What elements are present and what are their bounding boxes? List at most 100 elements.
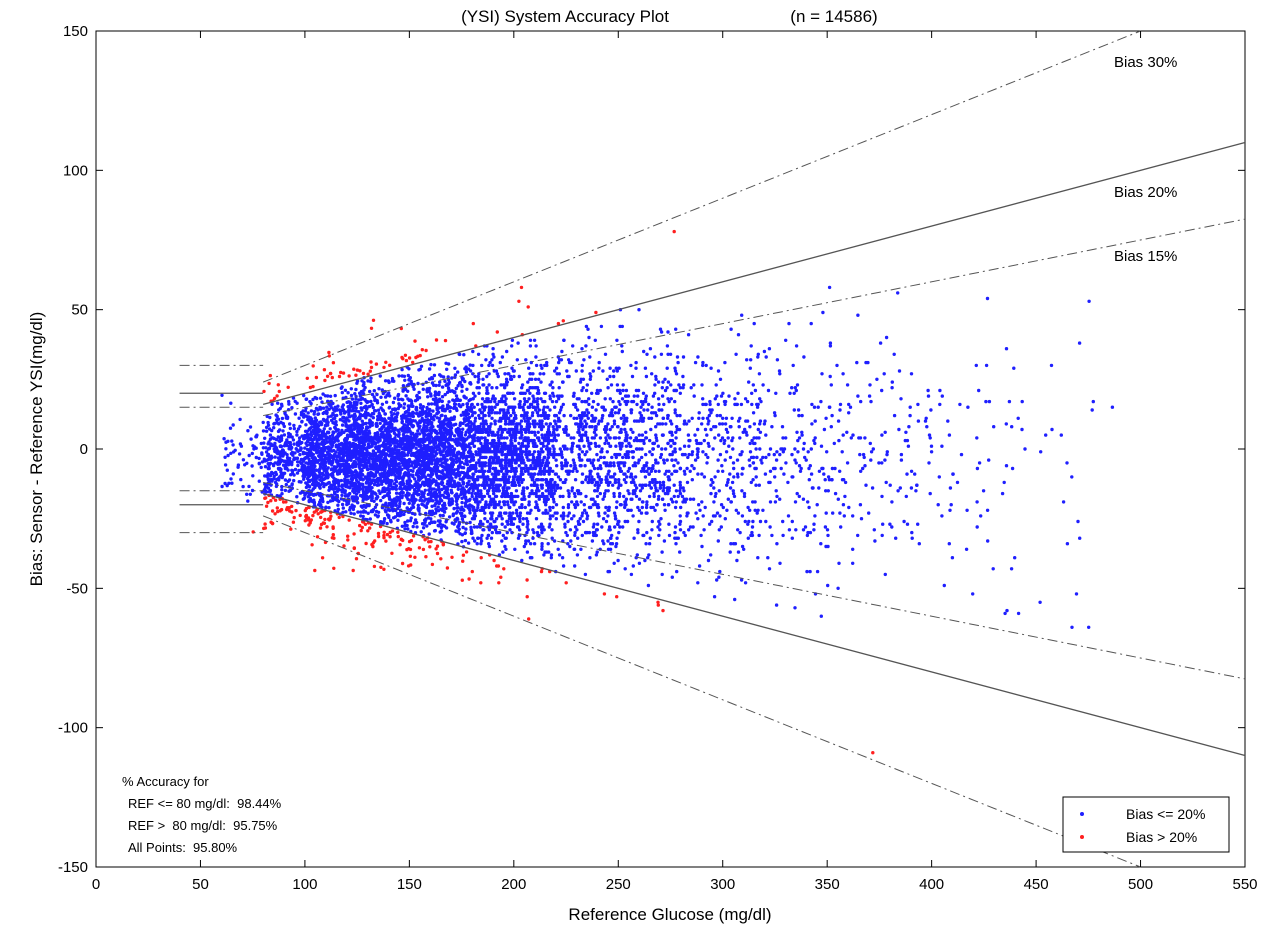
- point-1995: [368, 526, 372, 530]
- point-2236: [383, 467, 387, 472]
- point-1189: [336, 471, 340, 475]
- point-1136: [308, 385, 313, 390]
- point-2499: [417, 390, 421, 395]
- point-1211: [314, 474, 318, 478]
- point-1233: [304, 397, 308, 401]
- point-3082: [400, 561, 405, 566]
- point-3156: [412, 443, 416, 447]
- point-4096: [445, 367, 449, 371]
- point-3357: [407, 464, 411, 469]
- point-4813: [478, 464, 482, 468]
- point-3021: [419, 464, 423, 468]
- point-2249: [354, 456, 359, 460]
- point-2775: [407, 356, 412, 360]
- point-1107: [343, 462, 347, 467]
- point-3331: [415, 394, 419, 398]
- point-1142: [303, 473, 307, 478]
- point-607: [338, 418, 342, 422]
- point-3225: [397, 457, 402, 462]
- point-3442: [439, 557, 443, 561]
- point-5: [250, 451, 254, 456]
- point-4228: [429, 394, 433, 398]
- point-91: [264, 429, 269, 433]
- point-3999: [450, 491, 454, 495]
- point-2098: [361, 477, 365, 482]
- point-2069: [354, 487, 358, 491]
- point-2892: [415, 525, 419, 529]
- point-1940: [367, 431, 372, 435]
- point-4062: [458, 352, 462, 357]
- point-3060: [421, 440, 425, 444]
- point-2302: [346, 478, 350, 482]
- point-3362: [393, 408, 397, 412]
- point-3076: [396, 406, 400, 411]
- point-4227: [465, 454, 469, 458]
- point-3329: [414, 436, 418, 440]
- point-1688: [377, 489, 381, 493]
- point-4163: [442, 408, 447, 413]
- point-1020: [329, 467, 334, 472]
- point-4506: [473, 374, 477, 379]
- point-4196: [444, 417, 449, 421]
- point-1145: [337, 499, 341, 504]
- point-4846: [504, 377, 509, 381]
- point-738: [315, 468, 319, 472]
- point-161: [264, 450, 269, 454]
- point-1820: [376, 414, 380, 419]
- point-4028: [456, 370, 460, 374]
- point-1117: [331, 361, 336, 365]
- point-2237: [372, 442, 377, 446]
- point-4339: [486, 433, 491, 437]
- point-4133: [446, 421, 451, 425]
- point-2224: [381, 430, 385, 435]
- point-1833: [368, 369, 372, 373]
- point-3356: [401, 538, 405, 543]
- point-3346: [413, 477, 417, 481]
- point-4859: [474, 500, 479, 504]
- point-1114: [316, 512, 320, 516]
- point-698: [316, 412, 321, 416]
- point-1179: [329, 442, 333, 446]
- point-4027: [440, 450, 444, 454]
- point-2932: [404, 394, 408, 398]
- point-4260: [429, 497, 433, 501]
- point-4193: [460, 477, 464, 481]
- point-77: [297, 416, 301, 420]
- point-4914: [499, 514, 503, 518]
- point-3097: [406, 427, 410, 431]
- point-1876: [345, 416, 349, 420]
- point-1124: [333, 439, 337, 443]
- point-4071: [457, 474, 461, 478]
- point-4275: [431, 468, 435, 473]
- point-367: [295, 429, 299, 434]
- point-51: [260, 452, 264, 456]
- point-8: [228, 426, 233, 430]
- data-points: [220, 229, 1115, 755]
- point-3123: [387, 491, 392, 495]
- point-1175: [318, 474, 322, 479]
- point-2097: [351, 507, 356, 512]
- point-1485: [383, 456, 388, 461]
- point-3260: [419, 470, 423, 474]
- point-824: [324, 506, 328, 510]
- point-1938: [354, 495, 358, 499]
- point-2523: [411, 524, 415, 529]
- point-1776: [372, 389, 376, 393]
- point-2966: [419, 364, 424, 368]
- point-279: [273, 480, 278, 485]
- point-1490: [365, 425, 369, 429]
- point-4119: [443, 414, 448, 418]
- point-3577: [434, 472, 439, 476]
- point-504: [320, 400, 324, 404]
- point-2037: [375, 483, 380, 487]
- point-4949: [487, 528, 492, 532]
- point-975: [310, 482, 315, 487]
- point-3310: [387, 487, 391, 491]
- point-442: [292, 442, 296, 446]
- point-2940: [425, 388, 429, 392]
- point-1078: [304, 491, 308, 496]
- point-1141: [313, 568, 317, 573]
- point-2242: [352, 491, 357, 495]
- point-1246: [313, 485, 317, 490]
